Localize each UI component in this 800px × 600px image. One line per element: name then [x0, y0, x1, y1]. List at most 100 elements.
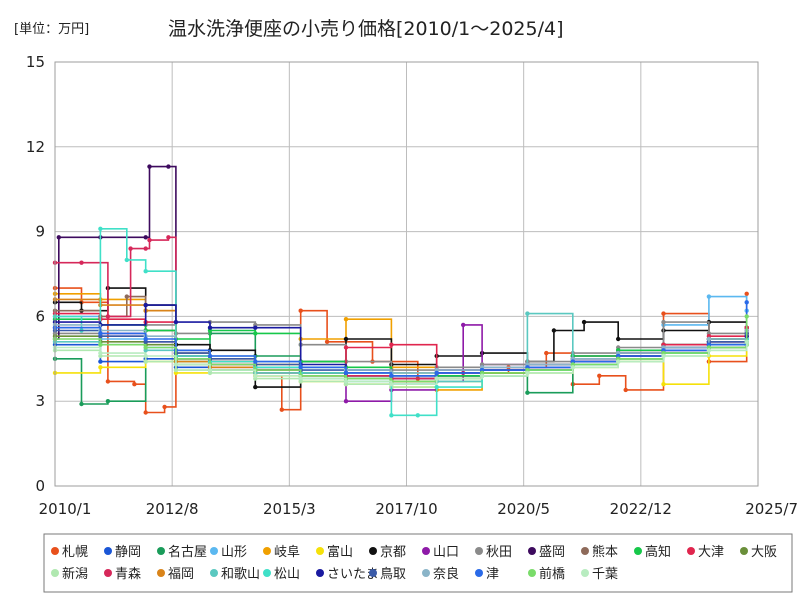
data-point [79, 260, 84, 265]
data-point [570, 365, 575, 370]
data-point [207, 367, 213, 373]
data-point [744, 300, 749, 305]
legend-entry: 山口 [433, 545, 459, 560]
data-point [661, 382, 666, 387]
legend-entry: 名古屋 [168, 544, 207, 560]
data-point [143, 302, 148, 308]
data-point [105, 314, 111, 319]
legend-entry: 千葉 [592, 567, 618, 582]
legend-marker [51, 569, 59, 577]
data-point [279, 407, 284, 412]
data-point [597, 373, 602, 378]
data-point [143, 269, 148, 274]
data-point [389, 413, 394, 418]
legend-entry: 高知 [645, 544, 671, 560]
y-tick-label: 12 [26, 138, 45, 156]
data-point [343, 370, 349, 376]
data-point [253, 359, 258, 364]
data-point [105, 379, 111, 384]
data-point [744, 291, 749, 296]
x-tick-label: 2012/8 [146, 500, 199, 518]
series-山口 [52, 322, 749, 404]
data-point [434, 370, 439, 376]
data-point [253, 384, 258, 390]
data-point [143, 410, 148, 415]
data-point [706, 294, 712, 299]
legend-marker [157, 547, 165, 555]
legend-entry: 松山 [274, 567, 300, 582]
y-tick-label: 15 [26, 53, 45, 71]
x-tick-label: 2017/10 [375, 500, 437, 518]
data-point [124, 294, 129, 299]
series-盛岡 [52, 164, 749, 381]
data-point [525, 370, 530, 376]
legend-marker [581, 547, 589, 555]
legend-marker [51, 547, 59, 555]
data-point [207, 353, 213, 359]
legend-entry: 奈良 [433, 566, 459, 582]
legend-entry: 山形 [221, 545, 247, 560]
data-point [147, 164, 152, 169]
data-point [343, 345, 349, 350]
data-point [389, 373, 394, 378]
data-point [143, 345, 148, 350]
data-point [173, 319, 179, 325]
series-京都 [52, 285, 749, 390]
y-tick-label: 9 [35, 223, 45, 241]
data-point [253, 325, 258, 330]
legend-marker [263, 569, 271, 577]
y-tick-label: 3 [35, 392, 45, 410]
legend-entry: 和歌山 [221, 567, 260, 582]
data-point [98, 350, 103, 356]
legend-marker [316, 547, 324, 555]
legend-entry: 熊本 [592, 544, 618, 560]
data-point [581, 319, 587, 325]
legend-entry: 鳥取 [380, 567, 406, 582]
data-point [343, 379, 349, 384]
legend-marker [740, 547, 748, 555]
legend-marker [528, 569, 536, 577]
legend-entry: さいたま [327, 567, 379, 582]
data-point [389, 342, 394, 347]
series-lines [52, 164, 749, 418]
data-point [162, 404, 167, 410]
data-point [173, 367, 179, 373]
legend-marker [422, 569, 430, 577]
y-axis-ticks: 0 3 6 9 12 15 [26, 53, 45, 495]
legend-marker [210, 547, 218, 555]
series-大津 [52, 311, 749, 376]
legend-entry: 新潟 [62, 566, 88, 582]
series-line [55, 295, 748, 385]
legend-marker [210, 569, 218, 577]
data-point [461, 322, 466, 328]
series-line [55, 236, 748, 380]
data-point [706, 348, 712, 353]
legend-marker [316, 569, 324, 577]
legend-entry: 岐阜 [274, 544, 300, 560]
data-point [166, 164, 171, 169]
data-point [525, 390, 530, 395]
legend-marker [104, 547, 112, 555]
data-point [79, 401, 84, 407]
legend-entry: 秋田 [486, 545, 512, 560]
data-point [253, 331, 258, 336]
data-point [143, 235, 148, 240]
unit-label: [単位：万円] [14, 21, 89, 37]
data-point [98, 226, 103, 231]
legend-marker [687, 547, 695, 555]
data-point [143, 336, 148, 342]
data-point [253, 373, 258, 378]
x-tick-label: 2022/12 [610, 500, 672, 518]
legend-entry: 福岡 [168, 567, 194, 582]
data-point [706, 336, 712, 342]
data-point [98, 331, 103, 336]
legend-marker [634, 547, 642, 555]
legend-entry: 富山 [327, 544, 353, 560]
data-point [434, 376, 439, 381]
legend-marker [369, 547, 377, 555]
x-tick-label: 2010/1 [39, 500, 92, 518]
data-point [661, 319, 666, 325]
data-point [343, 336, 349, 342]
